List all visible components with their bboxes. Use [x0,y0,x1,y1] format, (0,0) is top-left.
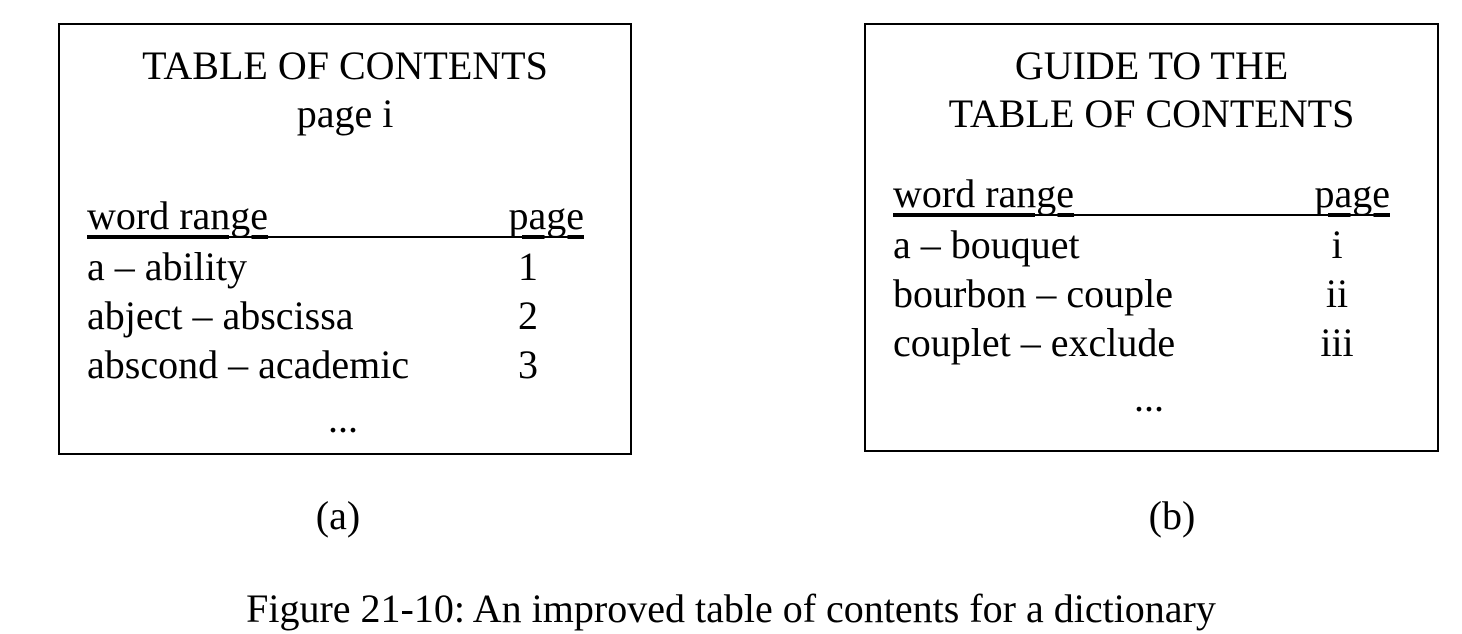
panel-b-guide-to-table-of-contents: GUIDE TO THE TABLE OF CONTENTS word rang… [864,23,1439,452]
panel-a-title-line-2: page i [296,91,394,136]
panel-a-table-of-contents: TABLE OF CONTENTS page i word range page… [58,23,632,455]
table-row: abject – abscissa 2 [87,291,584,340]
table-row: abscond – academic 3 [87,340,584,389]
panel-b-ellipsis: ... [1134,375,1164,420]
panel-a-header-word-range: word range [87,193,269,238]
word-range-cell: abject – abscissa [87,293,354,338]
panel-a-header-page: page [508,193,584,238]
panel-a-title: TABLE OF CONTENTS page i [60,42,630,138]
panel-a-header-rule [87,236,584,238]
panel-b-header-word-range: word range [893,171,1075,216]
panel-a-title-line-1: TABLE OF CONTENTS [142,43,548,88]
page-cell: 3 [518,342,538,387]
panel-b-title: GUIDE TO THE TABLE OF CONTENTS [866,42,1437,138]
word-range-cell: couplet – exclude [893,320,1176,365]
panel-a-label: (a) [315,493,361,538]
panel-b-header-rule [893,214,1390,216]
table-row: couplet – exclude iii [893,318,1390,367]
panel-b-table-header: word range page [893,170,1390,220]
panel-a-table-header: word range page [87,192,584,242]
panel-b-table: word range page a – bouquet i bourbon – … [893,170,1390,367]
table-row: a – bouquet i [893,220,1390,269]
table-row: bourbon – couple ii [893,269,1390,318]
page-cell: ii [1325,271,1349,316]
word-range-cell: a – ability [87,244,247,289]
page-cell: i [1331,222,1343,267]
panel-b-title-line-2: TABLE OF CONTENTS [948,91,1355,136]
panel-b-title-line-1: GUIDE TO THE [1014,43,1289,88]
word-range-cell: abscond – academic [87,342,410,387]
table-row: a – ability 1 [87,242,584,291]
page-cell: 1 [518,244,538,289]
panel-a-ellipsis: ... [328,396,358,441]
page-cell: 2 [518,293,538,338]
panel-b-label: (b) [1148,493,1196,538]
figure-caption: Figure 21-10: An improved table of conte… [246,586,1216,631]
panel-a-table: word range page a – ability 1 abject – a… [87,192,584,389]
word-range-cell: a – bouquet [893,222,1080,267]
word-range-cell: bourbon – couple [893,271,1173,316]
page-cell: iii [1320,320,1354,365]
panel-b-header-page: page [1314,171,1390,216]
